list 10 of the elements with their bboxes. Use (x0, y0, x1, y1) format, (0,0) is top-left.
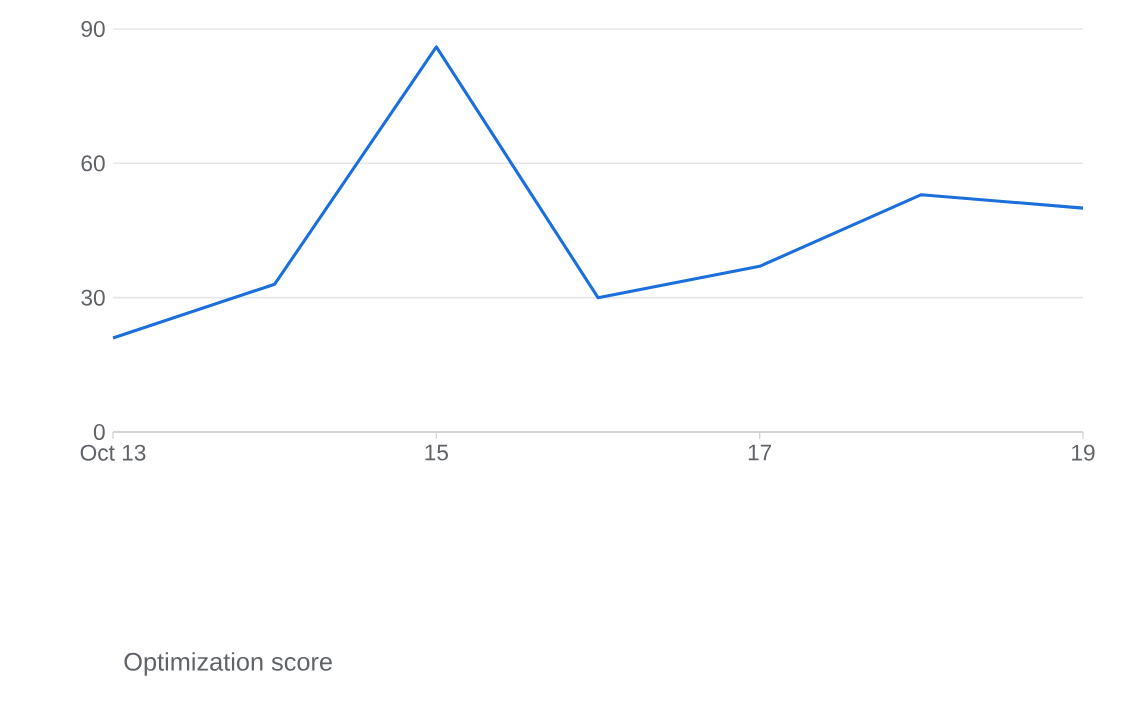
x-tick-label: 17 (748, 444, 772, 461)
y-tick-label: 90 (81, 20, 105, 38)
x-tick-label: Oct 13 (80, 444, 146, 461)
y-tick-label: 60 (81, 155, 105, 172)
y-tick-label: 30 (81, 289, 105, 306)
line-series (111, 45, 1085, 340)
x-tick-label: 15 (425, 444, 448, 461)
y-tick-label: 0 (93, 423, 105, 441)
x-tick-label: 19 (1072, 444, 1095, 461)
text: Optimization score (124, 652, 332, 676)
